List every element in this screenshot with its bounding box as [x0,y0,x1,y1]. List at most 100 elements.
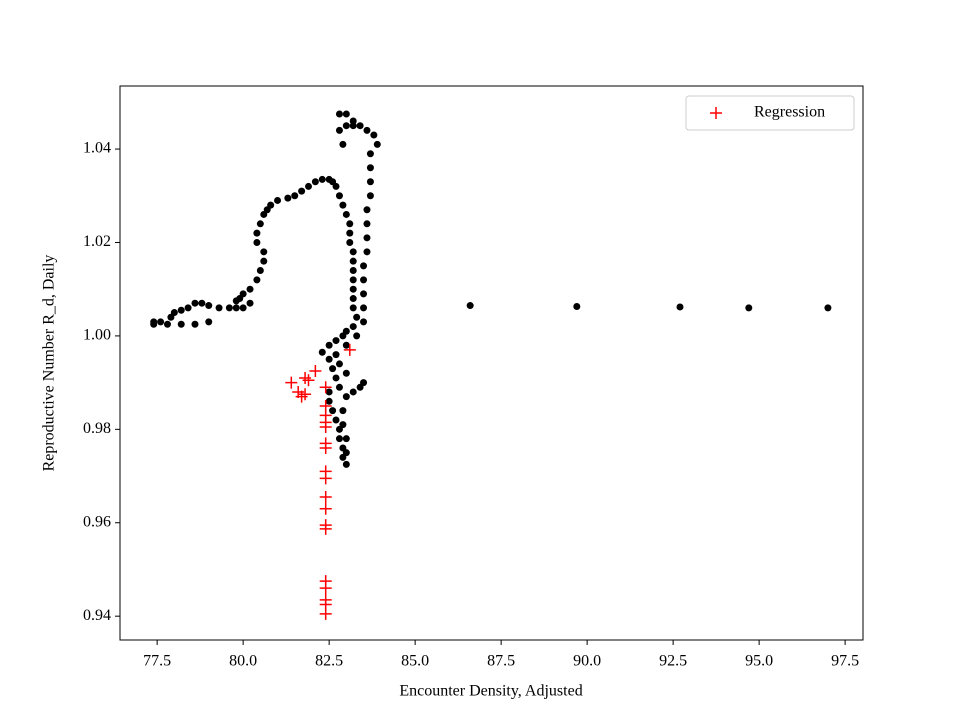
point [339,201,347,209]
plus-marker [319,381,332,394]
plus-marker [319,522,332,535]
point [215,304,223,312]
point [342,210,350,218]
plus-marker [319,442,332,455]
point [325,341,333,349]
plus-marker [319,472,332,485]
point [573,302,581,310]
point [824,304,832,312]
point [339,332,347,340]
point [363,126,371,134]
point [253,238,261,246]
point [366,178,374,186]
point [291,192,299,200]
point [311,178,319,186]
point [256,267,264,275]
point [298,187,306,195]
plus-marker [302,374,315,387]
plus-marker [299,388,312,401]
point [466,302,474,310]
point [363,206,371,214]
point [366,150,374,158]
point [318,348,326,356]
point [284,194,292,202]
point [325,388,333,396]
x-tick-label: 87.5 [487,653,515,670]
point [335,360,343,368]
point [360,276,368,284]
point [335,126,343,134]
point [332,351,340,359]
point [346,220,354,228]
legend: Regression [685,95,855,131]
x-tick-label: 95.0 [745,653,773,670]
point [205,318,213,326]
point [342,341,350,349]
y-tick-label: 0.94 [83,607,111,624]
point [335,110,343,118]
point [360,290,368,298]
point [205,302,213,310]
point [360,379,368,387]
point [239,304,247,312]
point [349,267,357,275]
plus-marker [710,107,722,119]
point [360,318,368,326]
plus-marker [319,582,332,595]
point [363,248,371,256]
x-axis-label: Encounter Density, Adjusted [399,683,582,700]
point [184,304,192,312]
x-tick-label: 80.0 [229,653,257,670]
point [366,164,374,172]
point [332,374,340,382]
point [349,122,357,130]
point [260,248,268,256]
point [253,229,261,237]
point [163,320,171,328]
y-tick-label: 0.98 [83,420,111,437]
x-tick-label: 92.5 [659,653,687,670]
point [177,306,185,314]
point [349,276,357,284]
point [342,435,350,443]
plus-marker [285,376,298,389]
point [349,248,357,256]
y-axis-label: Reproductive Number R_d, Daily [41,255,58,472]
point [360,304,368,312]
point [335,435,343,443]
point [353,332,361,340]
point [335,383,343,391]
plus-marker [343,343,356,356]
plus-marker [309,364,322,377]
point [346,229,354,237]
point [225,304,233,312]
point [349,323,357,331]
plot-frame [119,85,864,641]
point [349,285,357,293]
point [349,257,357,265]
y-tick-label: 1.04 [83,140,111,157]
point [253,276,261,284]
point [177,320,185,328]
point [349,304,357,312]
point [239,290,247,298]
y-tick-label: 0.96 [83,513,111,530]
point [332,182,340,190]
point [339,140,347,148]
point [256,220,264,228]
point [332,416,340,424]
point [329,365,337,373]
point [232,304,240,312]
x-tick-label: 97.5 [831,653,859,670]
point [329,407,337,415]
x-tick-label: 82.5 [315,653,343,670]
point [246,299,254,307]
point [325,397,333,405]
point [363,220,371,228]
point [342,460,350,468]
point [191,320,199,328]
point [305,182,313,190]
point [373,140,381,148]
point [366,192,374,200]
point [346,238,354,246]
